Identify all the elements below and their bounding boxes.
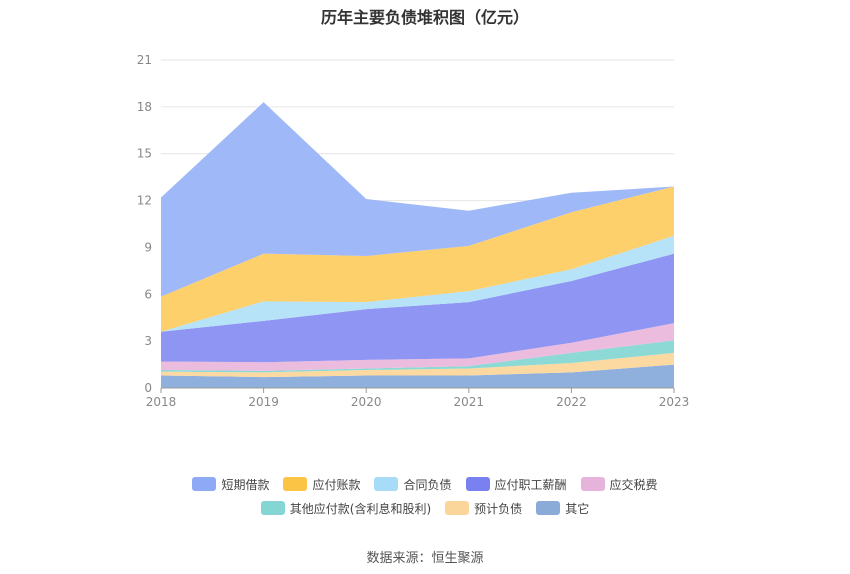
area-series [161,102,674,297]
legend-item-other-payables[interactable]: 其他应付款(含利息和股利) [260,500,432,517]
legend-swatch [192,477,217,491]
legend-swatch [465,477,490,491]
legend-item-contract-liabilities[interactable]: 合同负债 [374,476,452,493]
x-tick-label: 2022 [556,395,587,409]
legend-item-short-term-loans[interactable]: 短期借款 [192,476,269,493]
legend-row-1: 短期借款 应付账款 合同负债 应付职工薪酬 应交税费 [0,472,850,496]
legend-swatch [283,477,308,491]
x-tick-label: 2021 [454,395,485,409]
area-series [161,352,674,378]
y-tick-label: 6 [144,287,152,301]
area-series [161,235,674,332]
legend-item-provisions[interactable]: 预计负债 [445,500,522,517]
area-series [161,186,674,332]
x-tick-label: 2018 [146,395,177,409]
x-tick-label: 2020 [351,395,382,409]
x-tick-label: 2019 [248,395,279,409]
y-tick-label: 18 [137,100,152,114]
y-tick-label: 21 [137,53,152,67]
area-series [161,253,674,363]
y-tick-label: 3 [144,334,152,348]
legend-swatch [580,477,605,491]
legend-item-taxes-payable[interactable]: 应交税费 [580,476,658,493]
legend-label: 预计负债 [474,501,523,516]
legend-label: 短期借款 [221,477,270,492]
legend-swatch [536,501,561,515]
legend-item-others[interactable]: 其它 [536,500,589,517]
area-series [161,364,674,388]
chart-title: 历年主要负债堆积图（亿元） [320,8,529,27]
y-tick-label: 9 [144,240,152,254]
area-series [161,323,674,371]
legend-label: 应付账款 [312,477,361,492]
y-tick-label: 0 [144,381,152,395]
y-tick-label: 12 [137,194,152,208]
legend-label: 其它 [565,501,590,516]
legend-label: 合同负债 [403,477,452,492]
legend: 短期借款 应付账款 合同负债 应付职工薪酬 应交税费 其他应付款(含利息和股利)… [0,472,850,520]
area-series [161,340,674,373]
legend-row-2: 其他应付款(含利息和股利) 预计负债 其它 [0,496,850,520]
data-source: 数据来源：恒生聚源 [366,551,484,566]
legend-swatch [260,501,285,515]
legend-label: 其他应付款(含利息和股利) [289,501,432,516]
stacked-area-chart: 0 3 6 9 12 15 18 21 2018 2019 2020 2021 2022 2023 [137,53,690,409]
legend-swatch [374,477,399,491]
legend-swatch [445,501,470,515]
legend-item-employee-payable[interactable]: 应付职工薪酬 [465,476,567,493]
legend-item-accounts-payable[interactable]: 应付账款 [283,476,360,493]
legend-label: 应交税费 [609,477,658,492]
legend-label: 应付职工薪酬 [494,477,567,492]
y-tick-label: 15 [137,147,152,161]
x-tick-label: 2023 [659,395,690,409]
